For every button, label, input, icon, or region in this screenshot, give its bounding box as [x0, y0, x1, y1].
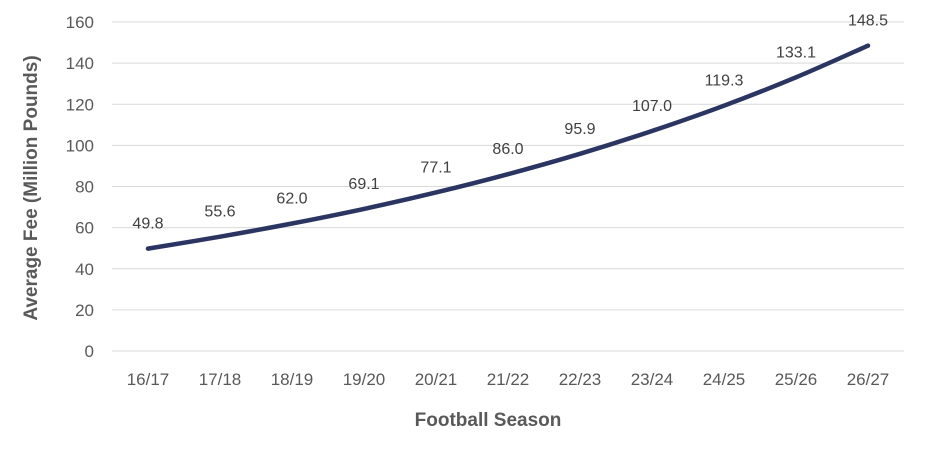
data-point [434, 190, 438, 195]
data-label: 55.6 [204, 204, 235, 221]
data-label: 148.5 [848, 13, 888, 30]
data-label: 119.3 [705, 73, 744, 90]
data-point [218, 234, 222, 239]
data-point [578, 151, 582, 156]
data-point [290, 221, 294, 226]
y-tick-label: 100 [66, 136, 94, 155]
x-tick-label: 16/17 [127, 370, 170, 389]
data-label: 62.0 [276, 191, 307, 208]
y-tick-label: 80 [75, 178, 94, 197]
data-label: 49.8 [132, 216, 163, 233]
x-tick-label: 24/25 [703, 370, 746, 389]
y-tick-label: 60 [75, 219, 94, 238]
y-axis-title: Average Fee (Million Pounds) [21, 55, 42, 320]
gridlines [112, 21, 904, 352]
x-tick-label: 19/20 [343, 370, 386, 389]
x-tick-label: 18/19 [271, 370, 314, 389]
y-tick-label: 20 [75, 301, 94, 320]
y-axis-ticks: 0 20 40 60 80 100 120 140 160 [66, 13, 94, 361]
data-point [866, 43, 870, 48]
data-point [506, 172, 510, 177]
data-label: 95.9 [564, 121, 595, 138]
data-label: 86.0 [492, 141, 523, 158]
x-tick-label: 21/22 [487, 370, 530, 389]
x-tick-label: 22/23 [559, 370, 602, 389]
y-tick-label: 120 [66, 95, 94, 114]
x-axis-title: Football Season [415, 410, 562, 431]
data-point [794, 75, 798, 80]
y-tick-label: 140 [66, 54, 94, 73]
data-label: 77.1 [420, 159, 451, 176]
data-point [146, 246, 150, 251]
y-tick-label: 40 [75, 260, 94, 279]
x-tick-label: 17/18 [199, 370, 242, 389]
data-label: 69.1 [348, 176, 379, 193]
data-labels: 49.8 55.6 62.0 69.1 77.1 86.0 95.9 107.0 119.3 13… [132, 13, 888, 233]
data-label: 133.1 [776, 44, 816, 61]
x-tick-label: 25/26 [775, 370, 818, 389]
x-tick-label: 26/27 [847, 370, 890, 389]
data-point [650, 128, 654, 133]
data-point [722, 103, 726, 108]
series-layer [145, 43, 871, 251]
y-tick-label: 160 [66, 13, 94, 32]
y-tick-label: 0 [85, 342, 94, 361]
x-tick-label: 20/21 [415, 370, 458, 389]
data-label: 107.0 [632, 98, 672, 115]
x-tick-label: 23/24 [631, 370, 674, 389]
data-point [362, 206, 366, 211]
x-axis-ticks: 16/17 17/18 18/19 19/20 20/21 21/22 22/23 23/24… [127, 370, 890, 389]
